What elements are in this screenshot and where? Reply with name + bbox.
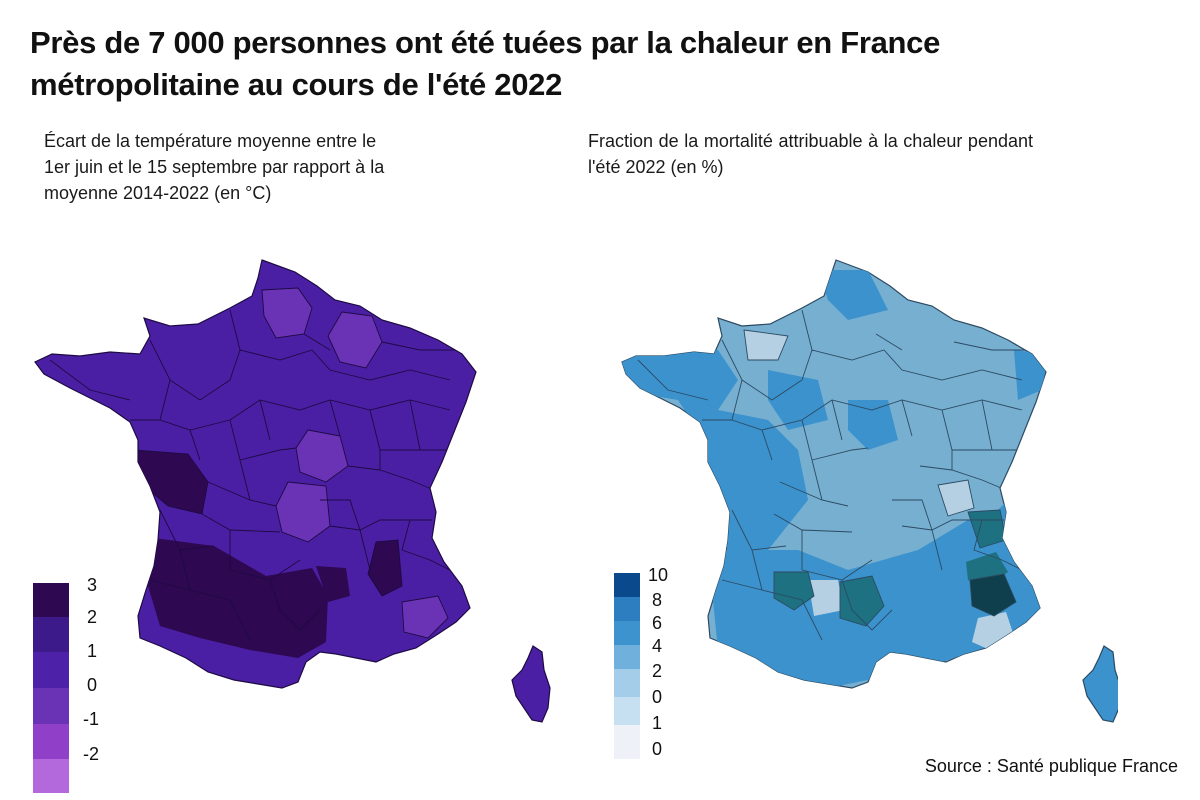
- legend-label: 10: [648, 565, 669, 585]
- legend-label: 1: [87, 641, 98, 661]
- legend-swatch: [33, 759, 69, 793]
- legend-swatch: [33, 688, 69, 724]
- legend-swatch: [614, 645, 640, 669]
- legend-swatch: [614, 597, 640, 621]
- legend-swatch: [614, 621, 640, 645]
- legend-label: 0: [87, 675, 98, 695]
- legend-swatch: [614, 725, 640, 759]
- legend-label: -1: [83, 709, 100, 729]
- legend-swatch: [614, 669, 640, 697]
- corsica: [511, 645, 551, 723]
- source-credit: Source : Santé publique France: [924, 756, 1178, 776]
- legend-label: 0: [652, 687, 663, 707]
- legend-label: 2: [652, 661, 663, 681]
- corsica: [1082, 645, 1118, 723]
- heat-mortality-map: [621, 259, 1118, 723]
- legend-swatch: [33, 724, 69, 759]
- legend-label: 0: [652, 739, 663, 759]
- legend-label: 4: [652, 636, 663, 656]
- chart-title: Près de 7 000 personnes ont été tuées pa…: [30, 25, 941, 102]
- legend-label: 6: [652, 613, 663, 633]
- legend-label: 3: [87, 575, 98, 595]
- legend-label: 2: [87, 607, 98, 627]
- mortality-regions: [622, 270, 1046, 688]
- legend-label: 1: [652, 713, 663, 733]
- legend-swatch: [614, 573, 640, 597]
- legend-swatch: [33, 617, 69, 652]
- legend-label: -2: [83, 744, 100, 764]
- temperature-anomaly-map: [34, 259, 551, 723]
- legend-label: 8: [652, 590, 663, 610]
- legend-swatch: [614, 697, 640, 725]
- temperature-regions: [35, 287, 460, 658]
- legend-swatch: [33, 583, 69, 617]
- right-map-subtitle: Fraction de la mortalité attribuable à l…: [588, 131, 1033, 177]
- left-map-subtitle: Écart de la température moyenne entre le…: [44, 131, 385, 203]
- legend-swatch: [33, 652, 69, 688]
